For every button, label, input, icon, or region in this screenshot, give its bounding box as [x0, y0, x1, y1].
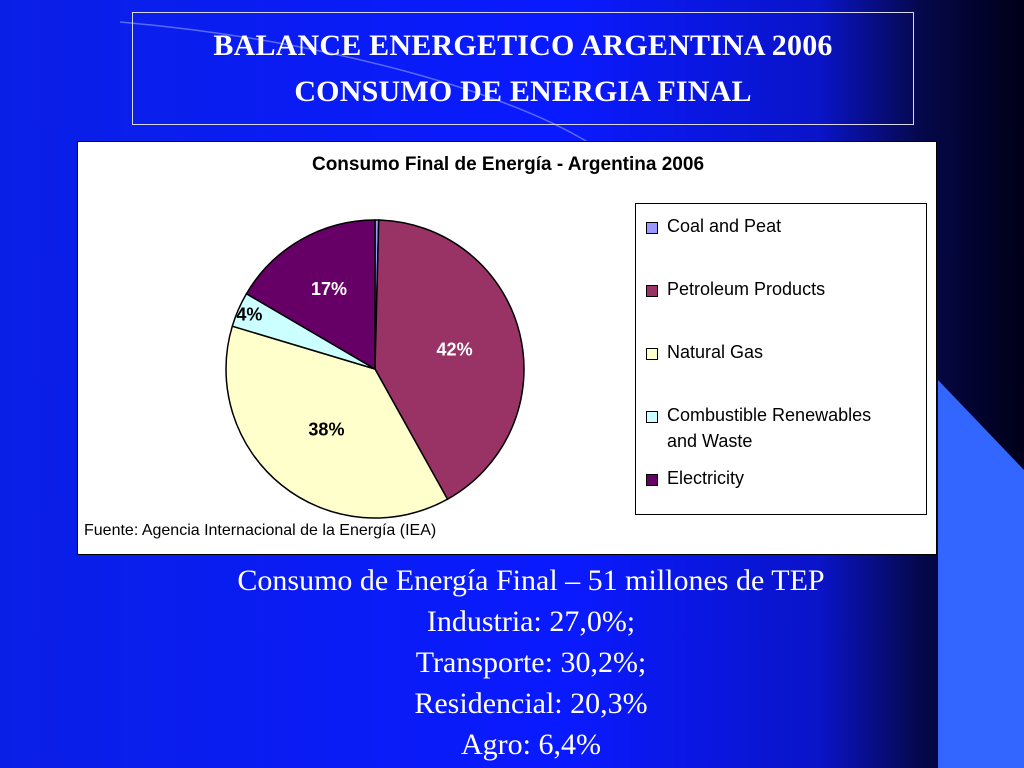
legend-swatch-electricity — [646, 474, 658, 486]
pie-label-petroleum-products: 42% — [437, 339, 473, 359]
slide-title-box: BALANCE ENERGETICO ARGENTINA 2006 CONSUM… — [132, 12, 914, 125]
pie-label-natural-gas: 38% — [308, 419, 344, 439]
pie-slice-petroleum-products — [374, 219, 525, 501]
legend-item-petroleum-products: Petroleum Products — [646, 279, 825, 302]
summary-line-industry: Industria: 27,0%; — [426, 605, 636, 638]
legend-swatch-petroleum-products — [646, 285, 658, 297]
chart-source-note: Fuente: Agencia Internacional de la Ener… — [84, 522, 437, 539]
slide-title-line-2: CONSUMO DE ENERGIA FINAL — [294, 74, 752, 108]
pie-chart: 42% 38% 4% 17% — [225, 219, 525, 519]
pie-slice-natural-gas — [225, 325, 449, 519]
legend-item-coal-and-peat: Coal and Peat — [646, 216, 781, 239]
legend-item-combustible-renewables: Combustible Renewables and Waste — [646, 405, 871, 454]
legend-label-natural-gas: Natural Gas — [667, 342, 764, 362]
pie-slice-electricity — [245, 219, 376, 371]
legend-label-petroleum-products: Petroleum Products — [667, 279, 826, 299]
chart-title: Consumo Final de Energía - Argentina 200… — [311, 154, 705, 175]
pie-label-electricity: 17% — [311, 279, 347, 299]
legend-label-electricity: Electricity — [667, 468, 745, 488]
pie-chart-panel: Consumo Final de Energía - Argentina 200… — [77, 141, 937, 555]
legend-label-coal-and-peat: Coal and Peat — [667, 216, 782, 236]
summary-line-agro: Agro: 6,4% — [461, 728, 601, 761]
legend-item-electricity: Electricity — [646, 468, 744, 491]
summary-text: Consumo de Energía Final – 51 millones d… — [132, 560, 930, 765]
legend-swatch-natural-gas — [646, 348, 658, 360]
legend-label-line-1: Combustible Renewables — [667, 405, 872, 425]
legend-swatch-coal-and-peat — [646, 222, 658, 234]
legend-swatch-combustible-renewables — [646, 411, 658, 423]
legend-label-combustible-renewables: Combustible Renewables and Waste — [667, 402, 871, 454]
summary-line-transport: Transporte: 30,2%; — [415, 646, 647, 679]
summary-line-residential: Residencial: 20,3% — [414, 687, 648, 720]
pie-label-combustible-renewables-and-waste: 4% — [236, 304, 262, 324]
slide-title-line-1: BALANCE ENERGETICO ARGENTINA 2006 — [213, 28, 833, 62]
legend-label-line-2: and Waste — [667, 431, 753, 451]
legend-item-natural-gas: Natural Gas — [646, 342, 763, 365]
chart-legend: Coal and Peat Petroleum Products Natural… — [635, 203, 927, 515]
summary-line-total: Consumo de Energía Final – 51 millones d… — [237, 564, 825, 597]
